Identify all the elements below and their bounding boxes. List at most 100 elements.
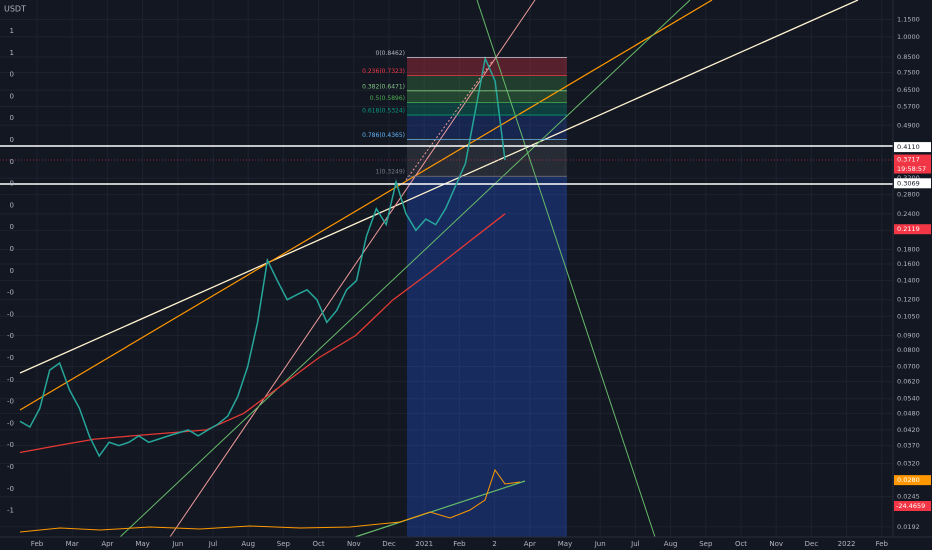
left-axis-label: -0 [7,463,14,471]
time-tick-label: Jul [208,540,218,548]
left-axis-label: 0 [10,201,14,209]
price-tag: 0.3717 [897,156,920,164]
fib-band [407,102,567,116]
price-tag: 0.4110 [897,143,920,151]
labels: 1.1500 1.0000 0.8500 0.7500 0.6500 0.5700 0.49… [7,16,931,548]
price-tick-label: 0.0620 [897,378,920,386]
left-axis-label: -0 [7,398,14,406]
unit-label: USDT [4,5,26,14]
price-tag: 0.0280 [897,476,920,484]
time-tick-label: Apr [524,540,536,548]
left-axis-label: -0 [7,354,14,362]
price-tick-label: 0.0900 [897,331,920,339]
time-tick-label: May [558,540,572,548]
price-tag: 0.2119 [897,225,920,233]
left-axis-label: 0 [10,245,14,253]
time-tick-label: Sep [699,540,713,548]
left-axis-label: 0 [10,71,14,79]
time-tick-label: Dec [805,540,819,548]
price-tick-label: 0.5700 [897,103,920,111]
time-tick-label: Nov [769,540,783,548]
price-tick-label: 0.7500 [897,69,920,77]
price-tick-label: 0.4900 [897,121,920,129]
ma-series [19,213,506,454]
fib-band [407,116,567,138]
grid [0,0,893,537]
price-tick-label: 0.8500 [897,53,920,61]
left-axis-label: -0 [7,310,14,318]
fib-label: 1(0.3249) [376,169,406,176]
price-tick-label: 0.1050 [897,312,920,320]
price-tick-label: 1.1500 [897,16,920,24]
time-tick-label: 2 [492,540,496,548]
price-tick-label: 0.1200 [897,296,920,304]
price-tick-label: 0.0700 [897,363,920,371]
time-tick-label: Oct [735,540,747,548]
indicator-tag: -24.4659 [896,502,925,510]
time-tick-label: May [135,540,149,548]
price-tag-bg [894,142,931,153]
time-tick-label: Jun [594,540,606,548]
time-tick-label: 2022 [838,540,856,548]
price-tick-label: 0.0420 [897,426,920,434]
price-tick-label: 0.0192 [897,523,920,531]
time-tick-label: Aug [241,540,255,548]
price-tick-label: 0.0540 [897,395,920,403]
price-series [19,55,506,458]
price-tick-label: 0.3200 [897,174,920,182]
time-tick-label: Nov [347,540,361,548]
price-tick-label: 1.0000 [897,33,920,41]
price-tick-label: 0.1400 [897,277,920,285]
series [19,55,567,458]
trend-line [476,0,656,538]
fib-band [407,75,567,91]
price-tag-bg [894,178,931,189]
fib-label: 0.382(0.6471) [362,83,405,90]
countdown-bg [894,164,931,174]
left-axis-label: -0 [7,419,14,427]
trend-line [169,0,536,538]
left-axis-label: 0 [10,136,14,144]
left-axis-label: -1 [7,507,14,515]
left-axis-label: 1 [10,49,14,57]
time-tick-label: Feb [31,540,44,548]
time-tick-label: Dec [382,540,396,548]
time-tick-label: Mar [66,540,79,548]
price-axis [893,0,932,550]
price-tick-label: 0.2800 [897,191,920,199]
price-tick-label: 0.0245 [897,493,920,501]
left-axis-label: 0 [10,180,14,188]
left-axis-label: 0 [10,92,14,100]
price-tick-label: 0.1800 [897,245,920,253]
price-tick-label: 0.1600 [897,260,920,268]
position-box [407,177,567,537]
indicator-line [19,468,521,533]
price-tick-label: 0.0800 [897,346,920,354]
left-axis-label: -0 [7,332,14,340]
time-tick-label: Feb [453,540,466,548]
left-axis-label: -0 [7,289,14,297]
fib-band [407,57,567,75]
fib-label: 0.786(0.4365) [362,132,405,139]
time-tick-label: Jul [630,540,640,548]
time-tick-label: Feb [876,540,889,548]
fib-label: 0.618(0.5324) [362,107,405,114]
fib-band [407,91,567,102]
left-axis-label: 0 [10,223,14,231]
fib-label: 0(0.8462) [376,50,406,57]
time-tick-label: Jun [171,540,183,548]
fib-label: 0.5(0.5896) [370,95,405,102]
time-tick-label: Oct [313,540,325,548]
trend-line [119,0,691,538]
price-tag: 0.3069 [897,179,920,187]
price-tick-label: 0.6500 [897,86,920,94]
price-tick-label: 0.0320 [897,460,920,468]
price-tick-label: 0.0480 [897,409,920,417]
fib-band [407,138,567,177]
left-axis-label: 0 [10,158,14,166]
left-axis-label: -0 [7,485,14,493]
countdown: 19:58:57 [897,165,926,173]
trend-line [19,0,713,411]
